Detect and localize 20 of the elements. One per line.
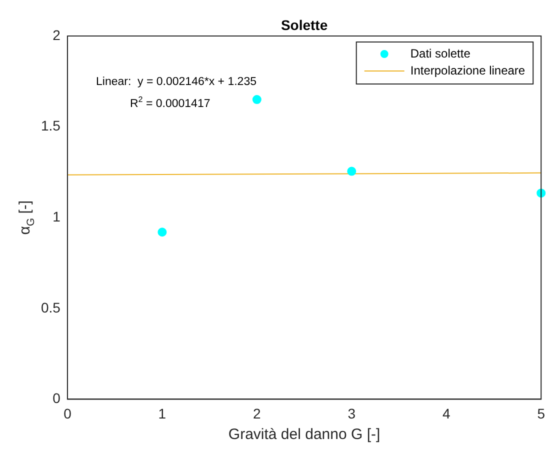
x-tick-label: 3 — [348, 405, 356, 422]
y-tick-label: 2 — [52, 26, 61, 43]
y-axis-title: αG [-] — [16, 200, 37, 235]
point — [158, 228, 167, 237]
legend-label: Interpolazione lineare — [410, 63, 526, 78]
y-tick-label: 0 — [52, 390, 61, 406]
y-tick-label: 1.5 — [40, 118, 61, 134]
x-tick-label: 4 — [442, 405, 450, 422]
x-tick-label: 0 — [64, 405, 72, 422]
x-tick-label: 2 — [253, 405, 262, 422]
point — [347, 166, 356, 176]
y-tick-label: 0.5 — [40, 299, 61, 316]
y-tick-label: 1 — [52, 208, 61, 224]
annotation: Linear: y = 0.002146*x + 1.235 — [96, 76, 256, 88]
x-tick-label: 5 — [537, 405, 546, 422]
legend-label: Dati solette — [410, 46, 471, 60]
x-axis-title: Gravità del danno G [-] — [228, 426, 380, 444]
point — [252, 95, 262, 104]
chart-title: Solette — [280, 17, 328, 33]
x-tick-label: 1 — [158, 405, 166, 422]
